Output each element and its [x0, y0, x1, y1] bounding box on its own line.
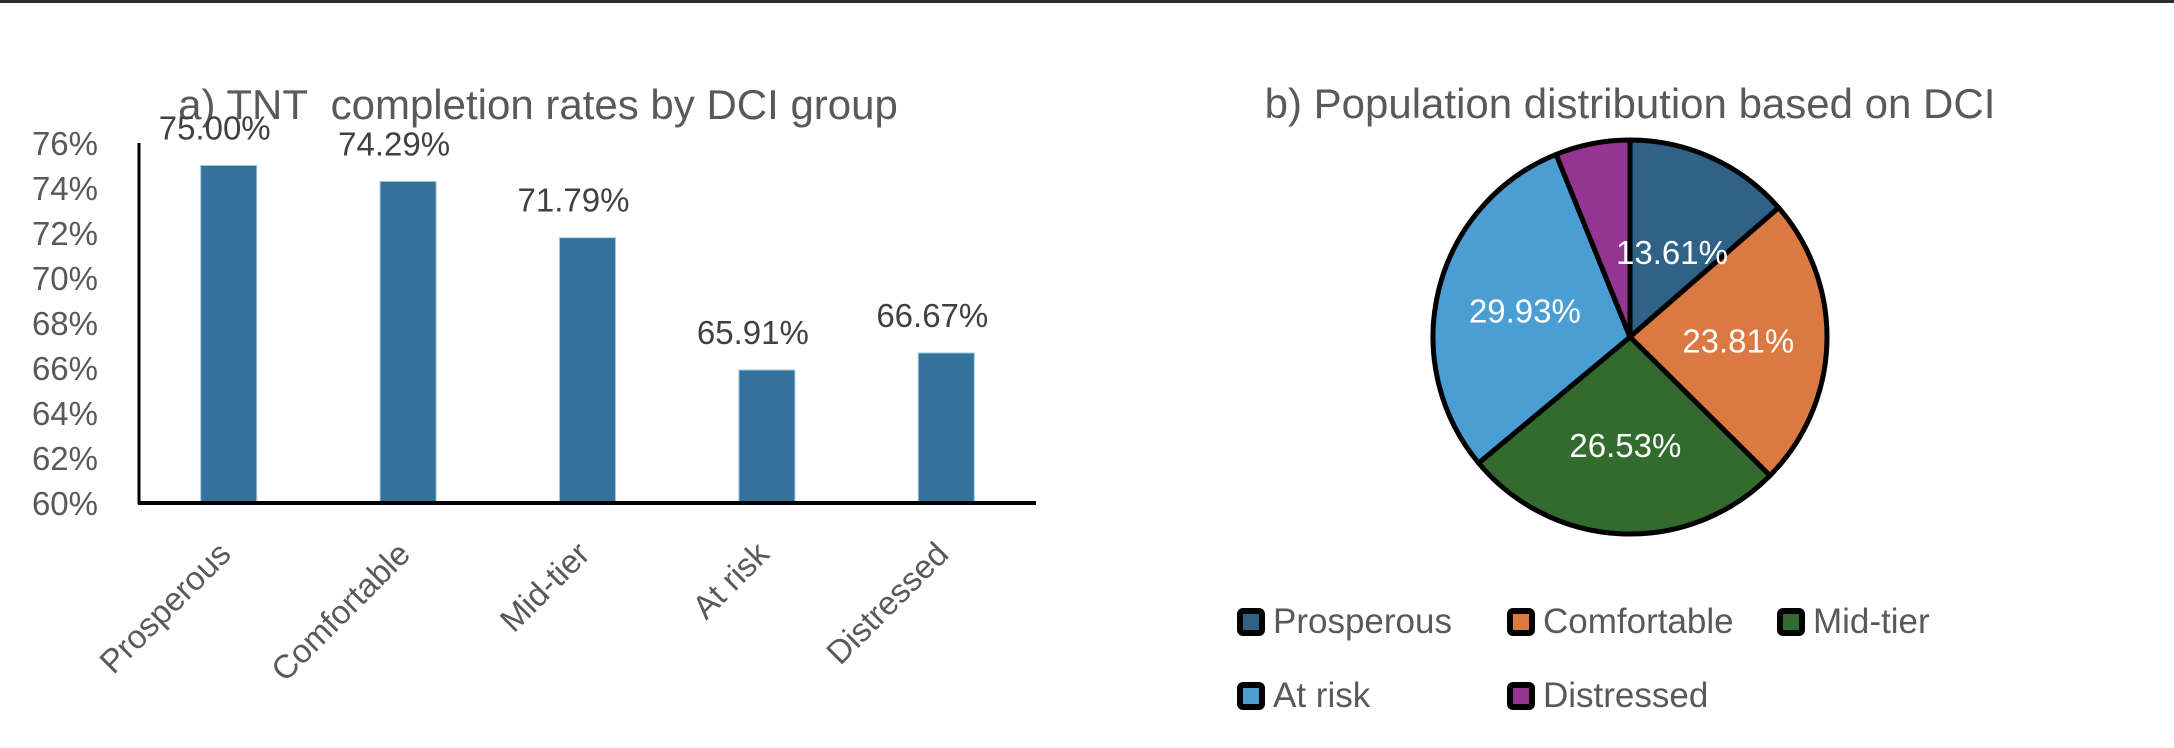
legend-swatch [1237, 608, 1265, 636]
x-tick-label: Comfortable [264, 535, 417, 688]
y-tick-label: 60% [32, 485, 98, 522]
legend-label: Mid-tier [1813, 602, 1930, 641]
x-tick-label: Distressed [819, 535, 955, 671]
bar-prosperous [200, 165, 258, 504]
y-tick-label: 76% [32, 125, 98, 162]
legend-label: At risk [1273, 676, 1371, 715]
x-tick-label: Prosperous [92, 535, 237, 680]
bar-data-label: 75.00% [159, 110, 271, 147]
x-tick-label: At risk [685, 534, 776, 625]
pie-slices [1430, 137, 1830, 537]
bar-chart-title: a) TNT completion rates by DCI group [178, 81, 898, 128]
pie-data-label: 29.93% [1469, 293, 1581, 330]
pie-data-label: 23.81% [1682, 323, 1794, 360]
pie-slice-comfortable [1627, 205, 1830, 479]
y-tick-label: 74% [32, 170, 98, 207]
y-tick-label: 72% [32, 215, 98, 252]
bar-distressed [917, 352, 975, 504]
pie-chart: b) Population distribution based on DCI … [1237, 80, 1996, 715]
pie-data-label: 13.61% [1616, 234, 1728, 271]
y-tick-label: 70% [32, 260, 98, 297]
bar-data-label: 71.79% [518, 182, 630, 219]
bar-data-labels: 75.00% 74.29% 71.79% 65.91% 66.67% [159, 110, 989, 352]
y-tick-label: 64% [32, 395, 98, 432]
bar-mid-tier [559, 237, 616, 504]
legend-item-mid-tier: Mid-tier [1777, 602, 1930, 641]
legend-item-at-risk: At risk [1237, 676, 1371, 715]
y-axis-ticks: 60% 62% 64% 66% 68% 70% 72% 74% 76% [32, 125, 98, 522]
pie-slice-at-risk [1430, 151, 1633, 466]
legend-item-comfortable: Comfortable [1507, 602, 1734, 641]
legend-swatch [1507, 682, 1535, 710]
legend-swatch [1777, 608, 1805, 636]
bars [200, 165, 975, 504]
bar-chart: a) TNT completion rates by DCI group 60%… [32, 81, 1036, 688]
bar-data-label: 74.29% [338, 125, 450, 162]
pie-slice-mid-tier [1476, 334, 1773, 537]
legend-label: Comfortable [1543, 602, 1734, 641]
legend-label: Distressed [1543, 676, 1708, 715]
pie-data-label: 26.53% [1569, 427, 1681, 464]
top-border [0, 0, 2174, 3]
pie-chart-title: b) Population distribution based on DCI [1265, 80, 1996, 127]
x-axis-labels: Prosperous Comfortable Mid-tier At risk Dist… [92, 534, 955, 688]
legend-swatch [1507, 608, 1535, 636]
bar-comfortable [379, 180, 437, 504]
bar-data-label: 66.67% [876, 297, 988, 334]
bar-at-risk [738, 369, 796, 504]
y-tick-label: 68% [32, 305, 98, 342]
pie-data-labels: 13.61% 23.81% 26.53% 29.93% [1469, 234, 1794, 464]
legend-label: Prosperous [1273, 602, 1452, 641]
legend-item-distressed: Distressed [1507, 676, 1708, 715]
legend-swatch [1237, 682, 1265, 710]
y-tick-label: 66% [32, 350, 98, 387]
pie-legend: Prosperous Comfortable Mid-tier At risk Dist… [1237, 602, 1930, 715]
pie-slice-distressed [1553, 137, 1633, 340]
y-tick-label: 62% [32, 440, 98, 477]
legend-item-prosperous: Prosperous [1237, 602, 1452, 641]
x-tick-label: Mid-tier [492, 535, 596, 639]
bar-data-label: 65.91% [697, 314, 809, 351]
pie-slice-prosperous [1627, 137, 1782, 340]
